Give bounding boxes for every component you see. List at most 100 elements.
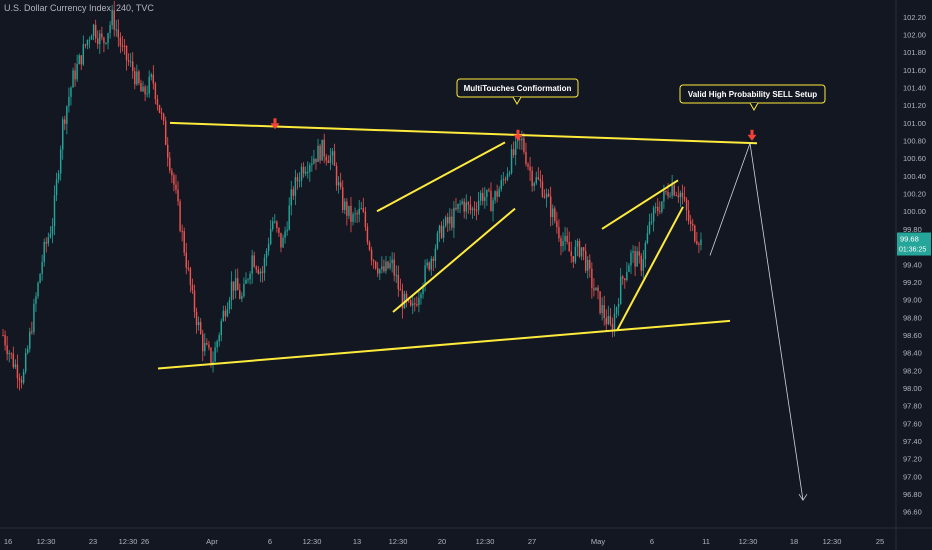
candle-body <box>636 251 638 267</box>
candle-body <box>556 221 558 228</box>
candle-body <box>53 195 56 227</box>
candle-body <box>49 234 52 238</box>
candle-body <box>412 303 414 306</box>
candle-body <box>514 141 517 155</box>
candle-body <box>82 44 85 65</box>
candle-body <box>494 191 496 201</box>
candle-body <box>113 10 115 30</box>
candle-body <box>348 205 350 216</box>
candle-body <box>160 112 163 114</box>
candle-body <box>311 163 313 166</box>
candle-body <box>426 262 428 266</box>
candle-body <box>447 217 449 224</box>
candle-body <box>397 274 400 290</box>
candle-body <box>164 120 167 145</box>
candle-body <box>578 241 581 257</box>
sell-setup-callout-label: Valid High Probability SELL Setup <box>688 90 817 99</box>
candle-body <box>290 189 292 206</box>
candle-body <box>22 371 25 383</box>
candle-body <box>24 352 27 372</box>
candle-body <box>671 185 673 196</box>
candle-body <box>543 196 546 198</box>
candle-body <box>92 24 95 36</box>
candle-body <box>193 290 196 312</box>
candle-body <box>482 192 484 201</box>
candle-body <box>138 71 140 84</box>
candle-body <box>321 139 323 161</box>
candle-body <box>549 196 552 218</box>
candle-body <box>156 99 159 106</box>
candle-body <box>185 252 187 268</box>
candle-body <box>615 307 618 314</box>
y-tick-label: 102.20 <box>903 13 926 22</box>
candle-body <box>234 278 237 291</box>
candle-body <box>673 185 675 196</box>
candle-body <box>51 226 54 235</box>
candle-body <box>537 177 540 180</box>
candle-body <box>626 271 628 281</box>
candle-body <box>132 61 134 72</box>
trendline <box>169 121 758 145</box>
candle-body <box>659 210 661 212</box>
y-tick-label: 101.00 <box>903 119 926 128</box>
x-tick-label: 25 <box>876 537 884 546</box>
candle-body <box>134 71 136 85</box>
y-tick-label: 99.20 <box>903 278 922 287</box>
x-tick-label: 12:30 <box>823 537 842 546</box>
candle-body <box>292 189 295 196</box>
candle-body <box>204 343 206 352</box>
y-tick-label: 99.80 <box>903 225 922 234</box>
candle-body <box>504 179 507 181</box>
candle-body <box>72 70 74 88</box>
candle-body <box>206 343 208 345</box>
candle-body <box>127 60 130 62</box>
candle-body <box>171 170 173 176</box>
candle-body <box>387 261 389 269</box>
candle-body <box>648 221 651 234</box>
candle-body <box>146 93 148 95</box>
candle-body <box>572 256 575 262</box>
candle-body <box>109 24 111 34</box>
candle-body <box>523 138 525 153</box>
candle-body <box>12 353 15 368</box>
candle-body <box>444 217 447 226</box>
candle-body <box>420 294 422 299</box>
candle-body <box>142 86 144 92</box>
x-tick-label: 12:30 <box>303 537 322 546</box>
candle-body <box>510 149 513 173</box>
trendline <box>157 319 731 370</box>
x-tick-label: 26 <box>141 537 149 546</box>
candle-body <box>589 260 591 269</box>
candle-body <box>41 261 43 274</box>
candle-body <box>39 273 41 283</box>
candle-body <box>591 268 593 289</box>
candle-body <box>539 179 542 182</box>
candle-body <box>152 74 155 84</box>
candle-body <box>20 380 23 383</box>
candle-body <box>488 189 490 191</box>
candle-body <box>434 248 437 261</box>
candle-body <box>580 247 583 257</box>
candle-body <box>609 315 612 324</box>
down-arrow-marker <box>270 123 280 130</box>
candle-body <box>111 10 113 25</box>
candle-body <box>319 145 321 161</box>
candle-body <box>202 333 204 352</box>
candle-body <box>84 44 87 46</box>
x-tick-label: 6 <box>650 537 654 546</box>
candle-body <box>603 305 605 318</box>
candle-body <box>125 45 128 61</box>
candle-body <box>525 152 527 165</box>
candle-body <box>245 279 247 284</box>
candle-body <box>337 182 340 186</box>
candle-body <box>650 221 653 223</box>
y-tick-label: 100.00 <box>903 207 926 216</box>
candle-body <box>129 61 132 63</box>
candle-body <box>576 241 579 247</box>
candle-body <box>424 265 426 287</box>
candle-body <box>389 263 391 269</box>
candle-body <box>16 364 19 379</box>
candle-body <box>148 76 150 94</box>
y-tick-label: 96.80 <box>903 490 922 499</box>
